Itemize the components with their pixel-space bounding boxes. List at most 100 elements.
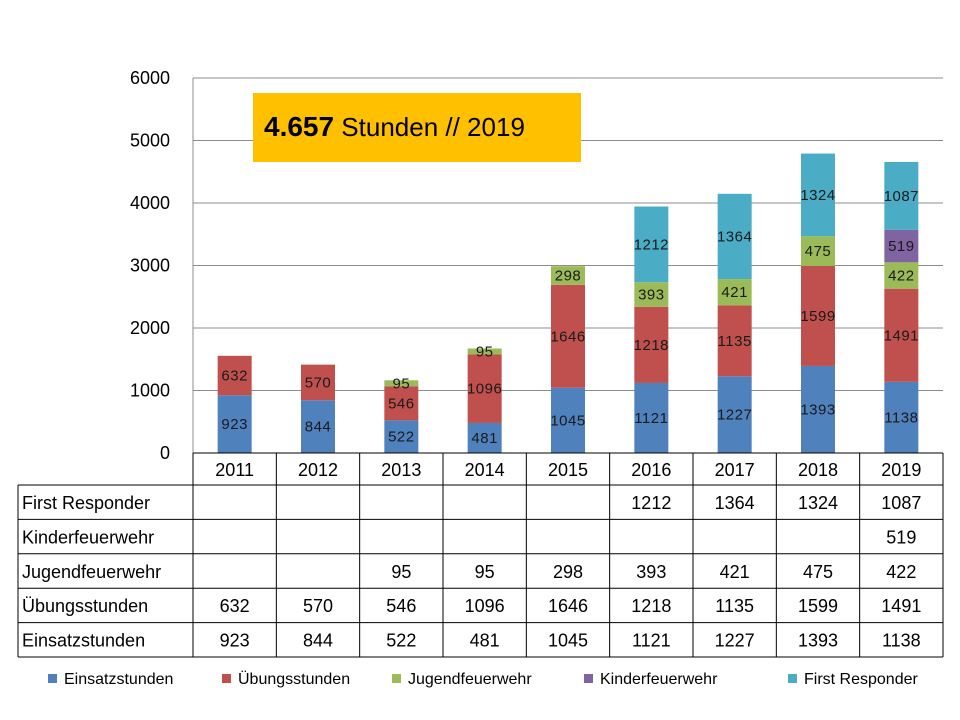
bar-segment — [634, 306, 669, 383]
x-tick-label: 2016 — [631, 460, 671, 480]
table-cell: 475 — [803, 562, 833, 582]
bar-segment — [217, 355, 252, 396]
table-row-header: Jugendfeuerwehr — [22, 562, 161, 582]
table-cell: 1138 — [882, 631, 921, 651]
table-cell: 1324 — [798, 493, 838, 513]
y-tick-label: 4000 — [130, 193, 170, 213]
bar-segment — [301, 364, 335, 401]
y-tick-label: 0 — [160, 443, 170, 463]
bar-segment — [634, 206, 669, 283]
bar-segment — [551, 284, 585, 388]
table-cell: 519 — [886, 527, 916, 547]
y-tick-label: 3000 — [130, 256, 170, 276]
table-cell: 923 — [220, 631, 250, 651]
y-axis-ticks: 0 1000 2000 3000 4000 5000 6000 — [130, 68, 170, 463]
bar-data-label: 923 — [221, 416, 248, 433]
bar-segment — [717, 193, 752, 280]
data-table: 2011 2012 2013 2014 2015 2016 2017 2018 2019 Firs… — [17, 452, 944, 658]
bar-data-label: 1135 — [718, 333, 752, 350]
table-cell: 1121 — [632, 631, 671, 651]
table-cell: 844 — [303, 631, 333, 651]
bar-data-label: 421 — [721, 284, 748, 301]
table-cell: 1212 — [631, 493, 671, 513]
bar-segment — [884, 381, 919, 453]
bar-data-label: 422 — [888, 268, 915, 285]
y-tick-label: 6000 — [130, 68, 170, 88]
bar-data-label: 1138 — [884, 409, 918, 426]
table-row-header: Kinderfeuerwehr — [22, 527, 154, 547]
bar-data-label: 570 — [305, 374, 332, 391]
table-cell: 95 — [475, 562, 495, 582]
bar-data-label: 1491 — [884, 327, 919, 344]
bar-data-label: 1393 — [800, 401, 835, 418]
bar-data-label: 546 — [388, 395, 415, 412]
legend-swatch — [392, 674, 401, 683]
table-cell: 1393 — [798, 631, 838, 651]
table-row-header: Übungsstunden — [22, 596, 148, 616]
bar-segment — [384, 386, 419, 421]
bar-data-label: 95 — [392, 375, 410, 392]
y-tick-label: 2000 — [130, 318, 170, 338]
bar-segment — [884, 161, 919, 230]
table-cell: 1599 — [798, 596, 838, 616]
bar-segment — [884, 288, 919, 382]
bar-data-label: 1324 — [800, 187, 835, 204]
bar-segment — [801, 153, 835, 237]
bar-segment — [384, 420, 419, 453]
table-cell: 1646 — [548, 596, 588, 616]
legend-swatch — [584, 674, 593, 683]
bar-data-label: 1599 — [800, 308, 835, 325]
bar-segment — [467, 422, 502, 453]
legend-label: First Responder — [804, 671, 918, 688]
bar-data-label: 1227 — [717, 407, 752, 424]
bar-segment — [551, 387, 585, 453]
annotation-background — [253, 93, 581, 162]
x-tick-label: 2019 — [881, 460, 921, 480]
bar-segment — [801, 236, 835, 266]
bar-segment — [301, 400, 335, 453]
bar-data-label: 95 — [476, 343, 494, 360]
table-cell: 1045 — [548, 631, 588, 651]
bar-segment — [717, 305, 752, 377]
bar-data-label: 1364 — [717, 228, 752, 245]
x-tick-label: 2013 — [381, 460, 421, 480]
annotation-label: Stunden // 2019 — [334, 112, 525, 142]
table-cell: 393 — [636, 562, 666, 582]
table-cell: 1227 — [715, 631, 755, 651]
bar-data-label: 1096 — [467, 381, 502, 398]
x-tick-label: 2012 — [298, 460, 338, 480]
legend-swatch — [48, 674, 57, 683]
legend-swatch — [222, 674, 231, 683]
table-cell: 298 — [553, 562, 583, 582]
annotation-bold-value: 4.657 — [264, 111, 334, 142]
bar-data-label: 393 — [638, 287, 665, 304]
bar-segment — [551, 266, 585, 285]
bar-data-label: 1087 — [884, 188, 919, 205]
x-tick-label: 2017 — [715, 460, 755, 480]
table-cell: 95 — [391, 562, 411, 582]
table-cell: 1135 — [715, 596, 754, 616]
table-cell: 522 — [386, 631, 416, 651]
bar-segment — [634, 282, 669, 307]
table-cell: 1218 — [631, 596, 671, 616]
y-tick-label: 1000 — [130, 381, 170, 401]
bar-segment — [467, 348, 502, 355]
legend-swatch — [788, 674, 797, 683]
bar-data-label: 519 — [888, 238, 915, 255]
bar-segment — [801, 365, 835, 453]
bars — [217, 153, 919, 453]
bar-data-label: 1045 — [550, 412, 585, 429]
bar-data-label: 1646 — [550, 328, 585, 345]
bar-data-label: 632 — [221, 368, 248, 385]
table-cell: 421 — [720, 562, 750, 582]
table-cell: 422 — [886, 562, 916, 582]
table-row-header: Einsatzstunden — [22, 631, 145, 651]
bar-segment — [384, 380, 419, 387]
legend-label: Einsatzstunden — [64, 671, 173, 688]
bar-data-label: 298 — [555, 268, 582, 285]
legend-label: Kinderfeuerwehr — [600, 671, 718, 688]
legend-label: Übungsstunden — [238, 670, 350, 688]
table-cell: 1087 — [881, 493, 921, 513]
y-tick-label: 5000 — [130, 131, 170, 151]
